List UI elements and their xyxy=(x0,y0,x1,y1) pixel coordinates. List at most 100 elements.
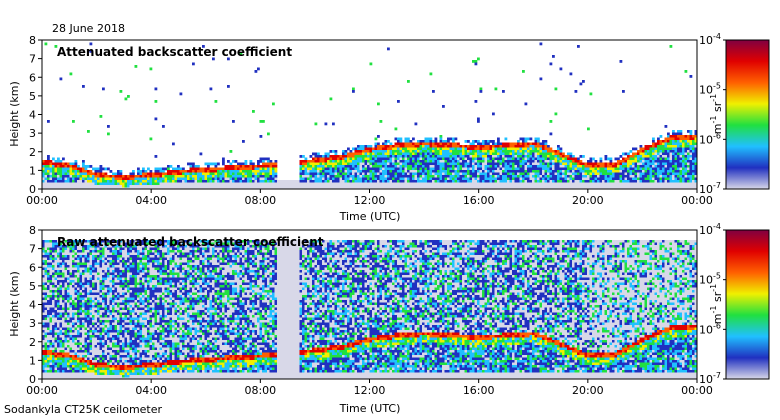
heatmap-cell xyxy=(542,180,545,183)
heatmap-cell xyxy=(149,180,153,183)
heatmap-cell xyxy=(657,140,660,143)
heatmap-cell xyxy=(514,170,518,173)
heatmap-cell xyxy=(524,157,528,161)
heatmap-cell xyxy=(682,152,685,156)
heatmap-cell xyxy=(79,270,83,273)
heatmap-cell xyxy=(299,175,303,178)
heatmap-cell xyxy=(509,150,513,153)
heatmap-cell xyxy=(72,167,75,171)
heatmap-cell xyxy=(647,152,650,156)
heatmap-cell xyxy=(79,295,83,298)
heatmap-cell xyxy=(107,182,110,186)
heatmap-cell xyxy=(539,180,543,183)
colorbar-unit-label: m-1 sr-1 xyxy=(709,94,724,134)
heatmap-cell xyxy=(479,182,483,186)
heatmap-cell xyxy=(544,142,548,146)
heatmap-cell xyxy=(69,267,73,271)
heatmap-cell xyxy=(512,162,515,166)
heatmap-cell xyxy=(177,170,180,173)
heatmap-cell xyxy=(82,305,85,308)
heatmap-cell xyxy=(502,187,505,189)
heatmap-cell xyxy=(549,147,553,151)
heatmap-cell xyxy=(679,172,683,176)
heatmap-cell xyxy=(64,180,68,183)
heatmap-cell xyxy=(177,187,180,189)
heatmap-cell xyxy=(54,317,58,321)
heatmap-cell xyxy=(109,182,113,186)
heatmap-cell xyxy=(504,180,508,183)
heatmap-cell xyxy=(42,245,45,248)
heatmap-cell xyxy=(417,165,420,168)
heatmap-cell xyxy=(47,287,50,291)
y-tick-label: 3 xyxy=(29,127,36,140)
heatmap-cell xyxy=(227,172,230,176)
heatmap-cell xyxy=(307,182,310,186)
heatmap-cell xyxy=(52,172,55,176)
heatmap-cell xyxy=(447,142,450,146)
heatmap-cell xyxy=(77,177,80,181)
heatmap-cell xyxy=(409,150,413,153)
heatmap-cell xyxy=(54,335,58,338)
y-tick-label: 1 xyxy=(29,164,36,177)
heatmap-cell xyxy=(667,175,670,178)
heatmap-cell xyxy=(597,180,600,183)
heatmap-cell xyxy=(424,160,428,163)
heatmap-cell xyxy=(532,177,535,181)
heatmap-cell xyxy=(62,272,65,276)
heatmap-cell xyxy=(467,177,470,181)
heatmap-cell xyxy=(552,175,555,178)
heatmap-cell xyxy=(552,180,555,183)
heatmap-cell xyxy=(74,257,78,261)
heatmap-cell xyxy=(392,147,395,151)
heatmap-cell xyxy=(87,180,90,183)
heatmap-cell xyxy=(57,240,60,243)
heatmap-cell xyxy=(257,170,260,173)
heatmap-cell xyxy=(524,162,528,166)
heatmap-cell xyxy=(522,70,525,73)
heatmap-cell xyxy=(54,315,58,318)
heatmap-cell xyxy=(224,175,228,178)
heatmap-cell xyxy=(54,167,58,171)
heatmap-cell xyxy=(667,152,670,156)
heatmap-cell xyxy=(174,185,178,188)
heatmap-cell xyxy=(362,172,365,176)
heatmap-cell xyxy=(387,170,390,173)
heatmap-cell xyxy=(364,150,368,153)
heatmap-cell xyxy=(77,332,80,336)
heatmap-cell xyxy=(229,185,233,188)
heatmap-cell xyxy=(312,165,315,168)
heatmap-cell xyxy=(182,185,185,188)
heatmap-cell xyxy=(42,267,45,271)
heatmap-cell xyxy=(59,360,63,363)
heatmap-cell xyxy=(489,185,493,188)
heatmap-cell xyxy=(564,165,568,168)
heatmap-cell xyxy=(144,177,148,181)
heatmap-cell xyxy=(579,82,583,86)
heatmap-cell xyxy=(602,185,605,188)
heatmap-cell xyxy=(44,267,48,271)
heatmap-cell xyxy=(349,162,353,166)
heatmap-cell xyxy=(649,145,653,148)
heatmap-cell xyxy=(457,170,460,173)
heatmap-cell xyxy=(332,157,335,161)
heatmap-cell xyxy=(47,340,50,343)
heatmap-cell xyxy=(102,182,105,186)
heatmap-cell xyxy=(449,157,453,161)
heatmap-cell xyxy=(452,175,455,178)
heatmap-cell xyxy=(644,152,648,156)
heatmap-cell xyxy=(512,142,515,146)
heatmap-cell xyxy=(687,147,690,151)
heatmap-cell xyxy=(669,162,673,166)
heatmap-cell xyxy=(329,177,333,181)
heatmap-cell xyxy=(464,172,468,176)
heatmap-cell xyxy=(592,167,595,171)
heatmap-cell xyxy=(417,160,420,163)
heatmap-cell xyxy=(79,177,83,181)
heatmap-cell xyxy=(59,357,63,361)
heatmap-cell xyxy=(404,157,408,161)
heatmap-cell xyxy=(302,167,305,171)
heatmap-cell xyxy=(657,180,660,183)
heatmap-cell xyxy=(49,355,53,358)
heatmap-cell xyxy=(62,362,65,366)
heatmap-cell xyxy=(64,247,68,251)
